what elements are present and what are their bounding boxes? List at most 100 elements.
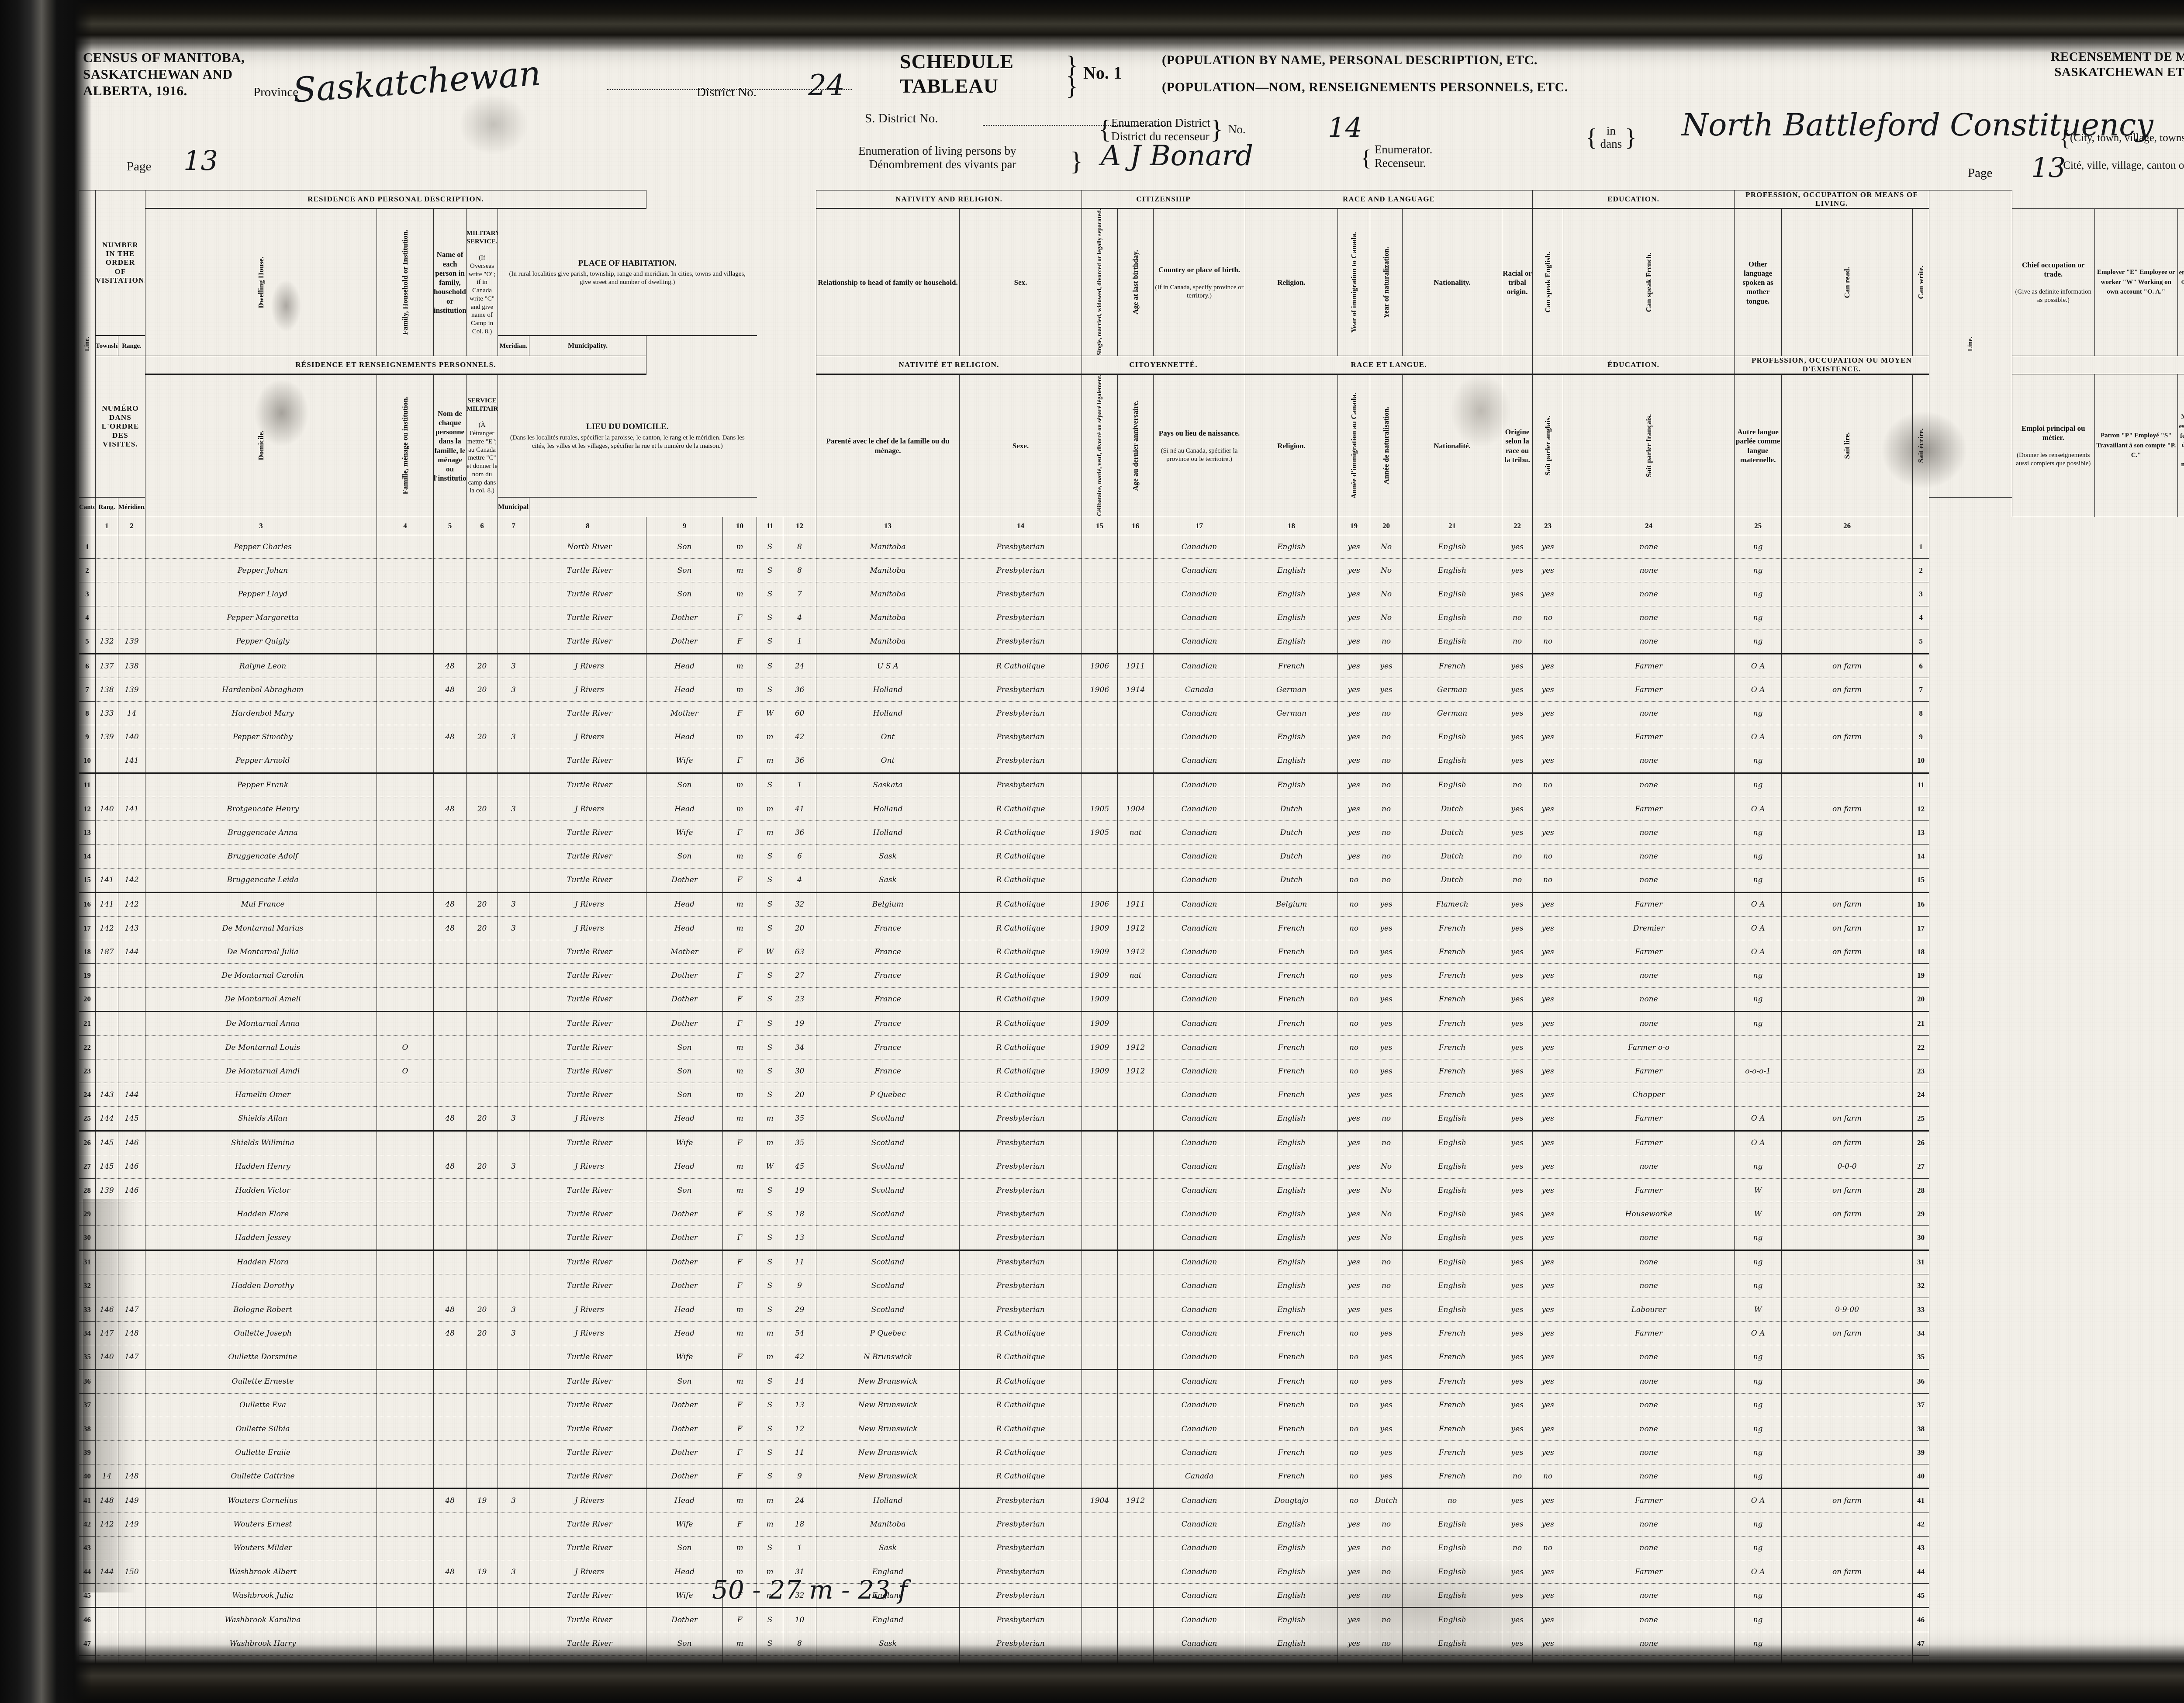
cell-occ[interactable]: none (1563, 1607, 1735, 1632)
cell-eng[interactable]: yes (1337, 1106, 1371, 1132)
cell-read[interactable]: yes (1502, 1655, 1533, 1679)
cell-name[interactable]: Oullette Erneste (145, 1369, 377, 1394)
cell-sex[interactable]: F (722, 1512, 757, 1537)
cell-read[interactable]: yes (1502, 701, 1533, 726)
cell-sex[interactable]: m (722, 1369, 757, 1394)
cell-mil[interactable] (377, 1202, 434, 1226)
cell-rng[interactable] (466, 1130, 498, 1155)
cell-age[interactable]: 36 (783, 820, 817, 845)
cell-sex[interactable]: m (722, 678, 757, 702)
cell-read[interactable]: yes (1502, 1369, 1533, 1394)
cell-fre[interactable]: No (1370, 534, 1403, 559)
cell-nat[interactable]: 1912 (1117, 940, 1154, 964)
cell-race[interactable]: English (1245, 629, 1338, 654)
cell-read[interactable]: no (1502, 606, 1533, 630)
cell-name[interactable]: Hadden Victor (145, 1178, 377, 1203)
cell-c2[interactable]: 148 (117, 1321, 146, 1346)
cell-nat[interactable] (1117, 1106, 1154, 1132)
cell-age[interactable]: 1 (783, 772, 817, 798)
cell-c1[interactable] (95, 772, 118, 798)
cell-age[interactable]: 20 (783, 916, 817, 941)
cell-age[interactable]: 8 (783, 558, 817, 583)
cell-other[interactable]: English (1402, 1178, 1503, 1203)
cell-mil[interactable] (377, 1655, 434, 1679)
cell-sex[interactable]: m (722, 582, 757, 606)
cell-c2[interactable] (117, 820, 146, 845)
cell-relig[interactable]: Presbyterian (959, 1154, 1082, 1179)
cell-twp[interactable] (433, 1274, 467, 1298)
cell-name[interactable]: Oullette Eraiie (145, 1440, 377, 1465)
cell-relig[interactable]: R Catholique (959, 1464, 1082, 1489)
cell-mer[interactable] (498, 606, 530, 630)
cell-birth[interactable]: France (816, 940, 960, 964)
cell-nat[interactable] (1117, 772, 1154, 798)
cell-birth[interactable]: U S A (816, 653, 960, 678)
cell-relig[interactable]: Presbyterian (959, 678, 1082, 702)
cell-c2[interactable]: 149 (117, 1488, 146, 1513)
cell-mer[interactable] (498, 868, 530, 893)
cell-mer[interactable] (498, 963, 530, 988)
cell-mil[interactable] (377, 1345, 434, 1370)
cell-c1[interactable] (95, 1225, 118, 1251)
cell-emp[interactable]: ng (1734, 1225, 1782, 1251)
cell-race[interactable]: English (1245, 1106, 1338, 1132)
table-row[interactable]: 6 137 138 Ralyne Leon 48 20 3 J Rivers Head m S 24 U… (79, 653, 2184, 678)
cell-mer[interactable] (498, 1631, 530, 1656)
cell-mil[interactable] (377, 534, 434, 559)
cell-rel[interactable]: Mother (646, 940, 723, 964)
cell-rng[interactable] (466, 558, 498, 583)
cell-sex[interactable]: F (722, 701, 757, 726)
cell-sex[interactable]: F (722, 1225, 757, 1251)
cell-twp[interactable] (433, 1607, 467, 1632)
cell-read[interactable]: yes (1502, 678, 1533, 702)
cell-mil[interactable] (377, 772, 434, 798)
cell-mil[interactable] (377, 1583, 434, 1609)
cell-race[interactable]: German (1245, 678, 1338, 702)
table-row[interactable]: 1 Pepper Charles North River Son m S 8 Manitoba… (79, 534, 2184, 559)
cell-where[interactable] (1781, 1440, 1913, 1465)
cell-name[interactable]: Mul France (145, 892, 377, 917)
cell-sex[interactable]: m (722, 844, 757, 869)
cell-mer[interactable] (498, 1416, 530, 1441)
cell-eng[interactable]: no (1337, 1440, 1371, 1465)
cell-eng[interactable]: no (1337, 1464, 1371, 1489)
cell-relig[interactable]: Presbyterian (959, 772, 1082, 798)
cell-name[interactable]: Oullette Cattrine (145, 1464, 377, 1489)
cell-rel[interactable]: Dother (646, 1464, 723, 1489)
cell-where[interactable] (1781, 1679, 1913, 1703)
cell-emp[interactable]: ng (1734, 748, 1782, 774)
cell-read[interactable]: no (1502, 844, 1533, 869)
cell-occ[interactable]: Farmer (1563, 725, 1735, 749)
cell-rel[interactable]: Wife (646, 748, 723, 774)
cell-muni[interactable]: Turtle River (529, 963, 647, 988)
cell-eng[interactable]: no (1337, 892, 1371, 917)
cell-eng[interactable]: yes (1337, 606, 1371, 630)
cell-rel[interactable]: Head (646, 892, 723, 917)
cell-rel[interactable]: Dother (646, 1225, 723, 1251)
cell-nat[interactable]: 1904 (1117, 797, 1154, 821)
cell-where[interactable] (1781, 558, 1913, 583)
cell-emp[interactable]: W (1734, 1202, 1782, 1226)
cell-muni[interactable]: Turtle River (529, 772, 647, 798)
cell-race[interactable]: Dougtajo (1245, 1488, 1338, 1513)
cell-muni[interactable]: Turtle River (529, 1679, 647, 1703)
cell-natl[interactable]: Canadian (1153, 1607, 1246, 1632)
cell-fre[interactable]: yes (1370, 892, 1403, 917)
cell-fre[interactable]: yes (1370, 916, 1403, 941)
cell-name[interactable]: Washbrook Eiola (145, 1679, 377, 1703)
cell-c1[interactable]: 146 (95, 1297, 118, 1322)
cell-mer[interactable] (498, 1274, 530, 1298)
cell-other[interactable]: English (1402, 1536, 1503, 1561)
cell-birth[interactable]: Sask (816, 844, 960, 869)
cell-relig[interactable]: Presbyterian (959, 1106, 1082, 1132)
cell-muni[interactable]: North River (529, 534, 647, 559)
cell-other[interactable]: French (1402, 1440, 1503, 1465)
cell-imm[interactable] (1082, 1583, 1118, 1609)
cell-occ[interactable]: Farmer (1563, 1106, 1735, 1132)
cell-other[interactable]: French (1402, 963, 1503, 988)
cell-imm[interactable] (1082, 558, 1118, 583)
cell-other[interactable]: English (1402, 558, 1503, 583)
cell-emp[interactable]: O A (1734, 1130, 1782, 1155)
cell-nat[interactable]: 1912 (1117, 1035, 1154, 1060)
